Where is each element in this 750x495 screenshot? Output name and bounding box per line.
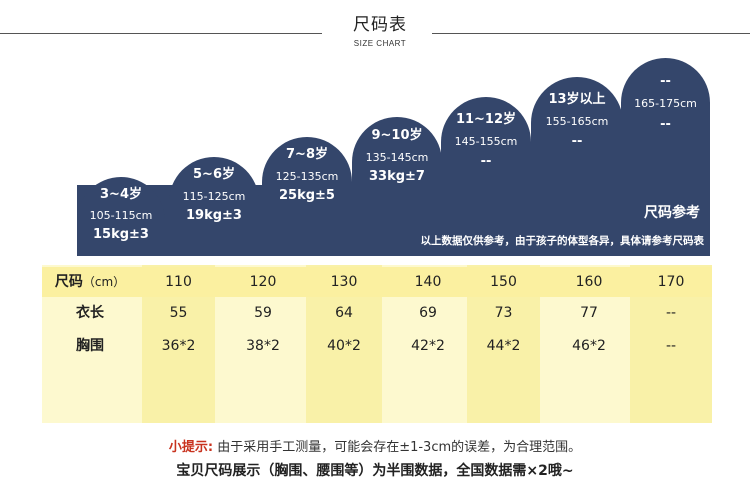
table-cell: 55: [169, 305, 188, 321]
arch-height: 145-155cm: [454, 135, 518, 148]
half-circumference-note: 宝贝尺码展示（胸围、腰围等）为半围数据，全国数据需×2哦~: [176, 463, 574, 479]
arch-height: 135-145cm: [365, 151, 429, 164]
table-cell: 64: [335, 305, 353, 321]
arch-size-7: -- 165-175cm --: [621, 58, 710, 256]
header-line-right: [432, 33, 750, 34]
table-cell: 59: [254, 305, 272, 321]
arch-age: 13岁以上: [548, 92, 606, 107]
measurement-tip: 小提示: 由于采用手工测量，可能会存在±1-3cm的误差，为合理范围。: [0, 436, 750, 455]
arch-weight: 19kg±3: [186, 208, 242, 223]
table-cell: 140: [414, 274, 442, 290]
table-cell: 69: [419, 305, 437, 321]
arch-height: 115-125cm: [182, 190, 246, 203]
row-label-unit: （cm）: [82, 275, 126, 289]
header-line-left: [0, 33, 322, 34]
arch-age: 5~6岁: [193, 167, 235, 182]
arch-height: 165-175cm: [634, 97, 697, 110]
arch-weight: --: [660, 117, 671, 132]
table-cell: 42*2: [411, 338, 445, 354]
table-cell: 77: [580, 305, 598, 321]
table-cell: 170: [657, 274, 685, 290]
row-label-length: 衣长: [76, 305, 104, 321]
arch-size-6: 13岁以上 155-165cm --: [531, 77, 623, 256]
table-cell: 46*2: [572, 338, 606, 354]
arch-size-4: 9~10岁 135-145cm 33kg±7: [352, 117, 442, 256]
table-cell: 44*2: [486, 338, 521, 354]
page-subtitle: SIZE CHART: [353, 39, 407, 48]
arch-height: 105-115cm: [89, 209, 153, 222]
arch-age: 11~12岁: [455, 112, 517, 127]
tip-text: 由于采用手工测量，可能会存在±1-3cm的误差，为合理范围。: [213, 440, 582, 455]
table-cell: 160: [575, 274, 603, 290]
arch-weight: --: [480, 154, 492, 169]
arch-weight: 15kg±3: [93, 227, 149, 242]
table-cell: --: [665, 305, 677, 321]
arch-age: --: [660, 74, 671, 89]
row-label-text: 尺码: [54, 274, 83, 290]
arch-size-1: 3~4岁 105-115cm 15kg±3: [77, 177, 165, 256]
table-cell: 110: [165, 274, 192, 290]
table-cell: 120: [249, 274, 277, 290]
arch-size-3: 7~8岁 125-135cm 25kg±5: [262, 137, 352, 256]
page-title: 尺码表: [353, 15, 407, 35]
arch-weight: --: [571, 134, 583, 149]
row-label-size: 尺码（cm）: [42, 267, 138, 297]
arch-age: 7~8岁: [286, 147, 328, 162]
arch-age: 3~4岁: [100, 187, 142, 202]
table-cell: 40*2: [327, 338, 361, 354]
table-row-size: [42, 267, 712, 297]
reference-note: 以上数据仅供参考，由于孩子的体型各异，具体请参考尺码表: [420, 235, 705, 247]
table-cell: 130: [330, 274, 358, 290]
arch-age: 9~10岁: [371, 128, 423, 143]
table-cell: --: [665, 338, 677, 354]
table-cell: 36*2: [161, 338, 196, 354]
arch-weight: 25kg±5: [279, 188, 335, 203]
table-cell: 150: [490, 274, 517, 290]
arch-height: 125-135cm: [275, 170, 339, 183]
table-cell: 73: [494, 305, 513, 321]
reference-title: 尺码参考: [644, 205, 700, 221]
row-label-chest: 胸围: [76, 338, 104, 354]
tip-label: 小提示:: [168, 440, 214, 455]
arch-weight: 33kg±7: [369, 169, 425, 184]
arch-height: 155-165cm: [545, 115, 609, 128]
arch-size-5: 11~12岁 145-155cm --: [441, 97, 531, 256]
table-cell: 38*2: [246, 338, 280, 354]
arch-size-2: 5~6岁 115-125cm 19kg±3: [169, 157, 259, 256]
